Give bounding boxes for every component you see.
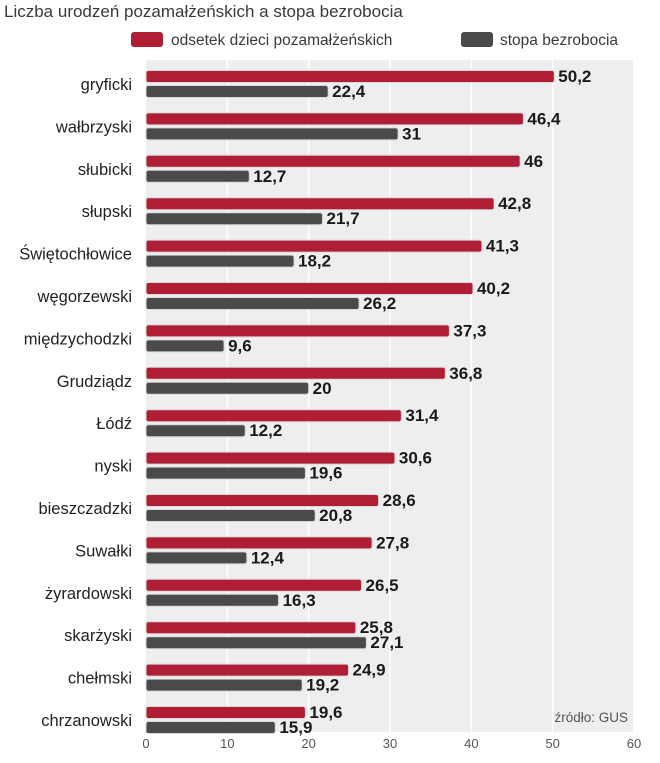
data-label: 25,8 bbox=[360, 618, 393, 637]
data-label: 12,2 bbox=[249, 421, 282, 440]
data-label: 24,9 bbox=[353, 661, 386, 680]
bar-unemployment bbox=[145, 212, 323, 226]
bar-birth-rate bbox=[145, 366, 446, 380]
bar-unemployment bbox=[145, 424, 246, 438]
bar-unemployment bbox=[145, 466, 306, 480]
bar-unemployment bbox=[145, 297, 360, 310]
data-label: 46,4 bbox=[527, 109, 561, 128]
bar-unemployment bbox=[145, 254, 295, 268]
category-label: nyski bbox=[94, 458, 132, 476]
bar-unemployment bbox=[145, 381, 310, 395]
bar-birth-rate bbox=[145, 70, 555, 83]
legend-label-series-1: stopa bezrobocia bbox=[500, 32, 618, 49]
data-label: 50,2 bbox=[558, 67, 591, 86]
data-label: 20,8 bbox=[319, 506, 352, 525]
bars bbox=[145, 70, 555, 734]
x-tick-label: 40 bbox=[464, 736, 478, 751]
data-label: 36,8 bbox=[449, 364, 482, 383]
bar-unemployment bbox=[145, 636, 367, 650]
category-label: Świętochłowice bbox=[19, 245, 132, 264]
bar-birth-rate bbox=[145, 578, 363, 592]
bar-birth-rate bbox=[145, 154, 521, 168]
x-tick-label: 30 bbox=[383, 736, 397, 751]
x-tick-label: 50 bbox=[545, 736, 559, 751]
legend-label-series-0: odsetek dzieci pozamałżeńskich bbox=[171, 32, 392, 49]
category-label: Suwałki bbox=[75, 542, 132, 560]
bar-birth-rate bbox=[145, 197, 495, 211]
x-axis-ticks: 0 10 20 30 40 50 60 bbox=[142, 736, 641, 751]
category-label: Grudziądz bbox=[57, 373, 132, 391]
data-label: 20 bbox=[313, 379, 332, 398]
data-label: 31 bbox=[402, 124, 421, 143]
bar-birth-rate bbox=[145, 663, 350, 677]
bar-birth-rate bbox=[145, 494, 380, 507]
legend-swatch-series-0 bbox=[131, 32, 163, 47]
data-label: 46 bbox=[524, 152, 543, 171]
bar-unemployment bbox=[145, 339, 225, 353]
data-label: 19,6 bbox=[309, 703, 342, 722]
data-label: 19,6 bbox=[309, 464, 342, 483]
bar-birth-rate bbox=[145, 536, 373, 550]
category-label: chełmski bbox=[68, 670, 132, 688]
data-label: 27,8 bbox=[376, 533, 409, 552]
bar-unemployment bbox=[145, 127, 399, 141]
data-label: 31,4 bbox=[405, 406, 439, 425]
data-label: 27,1 bbox=[370, 633, 403, 652]
data-label: 37,3 bbox=[453, 321, 486, 340]
bar-unemployment bbox=[145, 551, 248, 565]
category-labels: gryficki wałbrzyski słubicki słupski Świętoc… bbox=[19, 76, 132, 730]
source-note: źródło: GUS bbox=[554, 710, 628, 725]
bar-unemployment bbox=[145, 169, 250, 183]
bar-birth-rate bbox=[145, 451, 396, 465]
bar-birth-rate bbox=[145, 621, 357, 635]
bar-unemployment bbox=[145, 593, 280, 607]
bar-unemployment bbox=[145, 85, 329, 98]
x-tick-label: 10 bbox=[220, 736, 234, 751]
data-label: 12,4 bbox=[251, 548, 285, 567]
data-label: 18,2 bbox=[298, 252, 331, 271]
bar-birth-rate bbox=[145, 324, 450, 338]
chart-title: Liczba urodzeń pozamałżeńskich a stopa b… bbox=[4, 2, 403, 21]
data-label: 22,4 bbox=[332, 82, 366, 101]
bar-unemployment bbox=[145, 509, 316, 522]
data-label: 42,8 bbox=[498, 194, 531, 213]
data-label: 12,7 bbox=[253, 167, 286, 186]
data-label: 26,2 bbox=[363, 294, 396, 313]
category-label: wałbrzyski bbox=[55, 118, 132, 136]
legend: odsetek dzieci pozamałżeńskich stopa bez… bbox=[131, 32, 618, 49]
category-label: żyrardowski bbox=[45, 585, 132, 603]
legend-swatch-series-1 bbox=[461, 32, 493, 47]
data-label: 19,2 bbox=[306, 676, 339, 695]
bar-birth-rate bbox=[145, 112, 524, 126]
x-tick-label: 60 bbox=[627, 736, 641, 751]
bar-birth-rate bbox=[145, 706, 306, 719]
bar-birth-rate bbox=[145, 282, 474, 295]
category-label: bieszczadzki bbox=[38, 500, 132, 518]
data-label: 9,6 bbox=[228, 336, 252, 355]
category-label: węgorzewski bbox=[37, 288, 132, 306]
category-label: chrzanowski bbox=[41, 712, 132, 730]
category-label: skarżyski bbox=[64, 627, 132, 645]
x-tick-label: 20 bbox=[301, 736, 315, 751]
data-label: 28,6 bbox=[383, 491, 416, 510]
category-label: słubicki bbox=[78, 161, 132, 179]
data-label: 26,5 bbox=[366, 576, 399, 595]
data-label: 41,3 bbox=[486, 237, 519, 256]
category-label: słupski bbox=[82, 203, 132, 221]
bar-birth-rate bbox=[145, 239, 483, 253]
bar-unemployment bbox=[145, 721, 276, 734]
value-labels: 50,2 22,4 46,4 31 46 12,7 42,8 21,7 41,3 18,2 40,2… bbox=[228, 67, 591, 737]
bar-unemployment bbox=[145, 678, 303, 692]
data-label: 30,6 bbox=[399, 449, 432, 468]
data-label: 16,3 bbox=[283, 591, 316, 610]
data-label: 15,9 bbox=[279, 718, 312, 737]
category-label: gryficki bbox=[81, 76, 132, 94]
bar-birth-rate bbox=[145, 409, 402, 423]
category-label: międzychodzki bbox=[24, 330, 132, 348]
data-label: 21,7 bbox=[326, 209, 359, 228]
data-label: 40,2 bbox=[477, 279, 510, 298]
category-label: Łódź bbox=[96, 415, 132, 433]
x-tick-label: 0 bbox=[142, 736, 149, 751]
